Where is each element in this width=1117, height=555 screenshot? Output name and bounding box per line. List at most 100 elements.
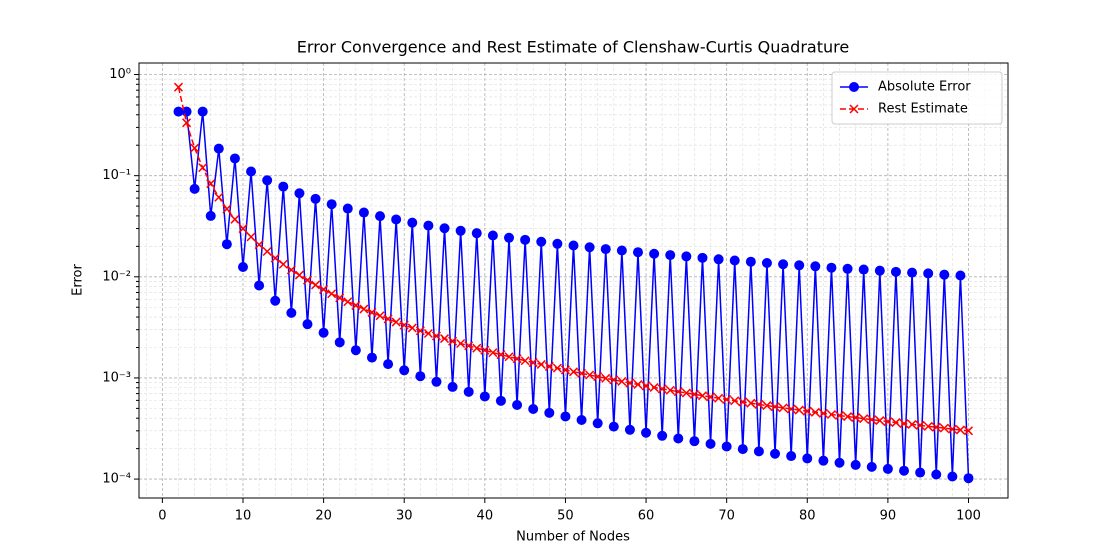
marker [899, 465, 910, 476]
marker [262, 175, 273, 186]
marker [770, 402, 780, 412]
marker [625, 378, 635, 388]
marker [947, 424, 957, 434]
marker [254, 240, 264, 250]
marker [520, 234, 531, 245]
x-tick-label: 80 [799, 509, 816, 524]
marker [955, 425, 965, 435]
legend-marker [849, 104, 859, 114]
marker [713, 254, 724, 265]
marker [939, 269, 950, 280]
marker [366, 352, 377, 363]
marker [939, 423, 949, 433]
marker [246, 232, 256, 242]
marker [480, 345, 490, 355]
marker [358, 207, 369, 218]
marker [544, 361, 554, 371]
marker [479, 391, 490, 402]
marker [278, 181, 289, 192]
marker [278, 259, 288, 269]
marker [222, 204, 232, 214]
marker [729, 255, 740, 266]
marker [504, 352, 514, 362]
marker [464, 341, 474, 351]
marker [923, 268, 934, 279]
marker [722, 394, 732, 405]
legend-marker [849, 82, 859, 92]
x-tick-label: 20 [315, 509, 332, 524]
marker [383, 314, 393, 324]
marker [931, 469, 942, 480]
marker [439, 334, 450, 344]
marker [286, 307, 297, 318]
chart-title: Error Convergence and Rest Estimate of C… [297, 38, 849, 57]
marker [568, 367, 579, 377]
marker [576, 414, 587, 425]
x-tick-label: 60 [638, 509, 655, 524]
marker [431, 376, 442, 387]
marker [633, 379, 643, 389]
series-line [178, 110, 970, 479]
marker [536, 359, 546, 369]
marker [262, 246, 272, 257]
marker [665, 250, 676, 261]
marker [238, 224, 248, 234]
marker [173, 82, 184, 92]
marker [214, 192, 224, 202]
marker [311, 280, 321, 290]
marker [391, 317, 401, 327]
marker [737, 444, 748, 455]
marker [923, 421, 933, 431]
marker [883, 417, 893, 427]
marker [794, 405, 804, 415]
marker [608, 421, 619, 432]
marker [520, 356, 530, 366]
marker [270, 253, 280, 263]
marker [326, 199, 337, 210]
marker [375, 211, 386, 222]
marker [439, 223, 450, 234]
marker [423, 220, 434, 231]
marker [834, 457, 845, 468]
marker [560, 365, 570, 375]
marker [294, 270, 304, 280]
marker [495, 395, 506, 406]
y-tick-label: 10⁻⁴ [102, 472, 131, 487]
marker [351, 300, 361, 310]
marker [335, 293, 345, 303]
marker [843, 412, 853, 422]
marker [302, 275, 313, 285]
marker [471, 228, 482, 239]
marker [826, 409, 836, 420]
marker [399, 320, 409, 330]
marker [286, 265, 296, 275]
marker [609, 375, 619, 385]
marker [463, 386, 474, 397]
marker [310, 193, 321, 204]
x-tick-label: 10 [235, 509, 252, 524]
x-tick-label: 0 [158, 509, 166, 524]
marker [915, 467, 926, 478]
marker [689, 389, 699, 399]
marker [585, 370, 595, 380]
marker [456, 338, 466, 349]
marker [544, 407, 555, 418]
marker [568, 240, 579, 251]
marker [859, 414, 869, 424]
marker [205, 210, 216, 221]
marker [665, 385, 675, 395]
x-tick-label: 70 [718, 509, 735, 524]
marker [761, 257, 772, 268]
marker [738, 397, 748, 407]
marker [641, 381, 651, 391]
marker [778, 403, 788, 413]
marker [786, 451, 797, 462]
marker [762, 401, 772, 411]
marker [657, 430, 668, 441]
marker [488, 348, 498, 358]
marker [229, 153, 240, 164]
marker [624, 424, 635, 435]
marker [616, 245, 627, 256]
marker [270, 295, 281, 306]
